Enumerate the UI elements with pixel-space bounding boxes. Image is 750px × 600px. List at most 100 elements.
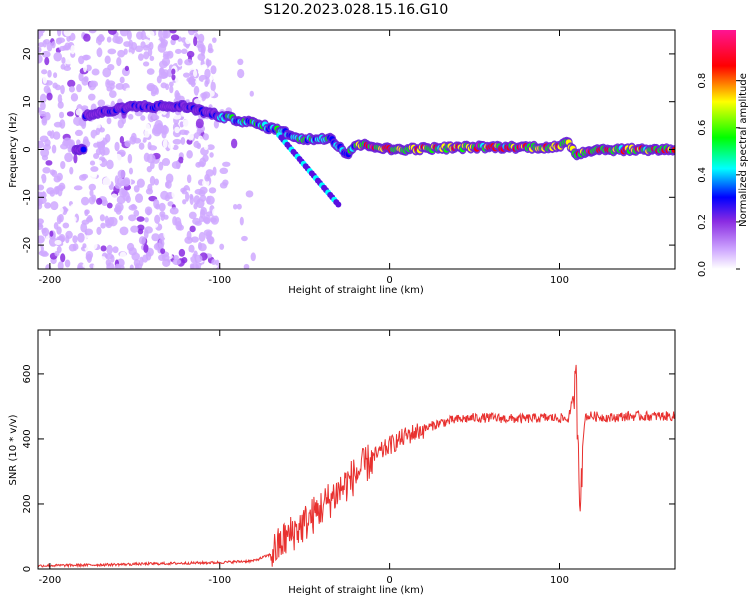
spectrogram-cell	[64, 259, 71, 268]
spectrogram-cell	[149, 175, 156, 186]
spectrogram-cell	[172, 113, 182, 120]
spectrogram-cell	[70, 93, 79, 102]
spectrogram-cell	[144, 217, 149, 223]
spectrogram-cell	[146, 153, 156, 164]
spectrogram-cell	[83, 33, 91, 42]
colorbar-ticks: 0.0 0.2 0.4 0.6 0.8	[697, 73, 740, 277]
spectrogram-cell	[108, 216, 118, 227]
spectrogram-cell	[44, 202, 52, 209]
spectrogram-cell	[63, 65, 72, 71]
spectrogram-cell	[62, 140, 70, 147]
colorbar-tick-label: 0.2	[697, 214, 708, 230]
y-tick-label: -10	[22, 189, 33, 205]
spectrogram-cell	[63, 30, 72, 37]
spectrogram-cell	[94, 159, 103, 165]
spectrogram-cell	[96, 35, 105, 43]
spectrogram-cell	[114, 175, 120, 185]
spectrogram-cell	[219, 167, 229, 175]
spectrogram-cell	[87, 93, 96, 101]
spectrogram-cell	[38, 191, 44, 198]
spectrogram-cell	[121, 116, 127, 125]
spectrogram-cell	[99, 214, 105, 222]
spectrogram-cell	[168, 81, 174, 87]
spectrogram-cell	[200, 206, 207, 216]
spectrogram-cell	[153, 198, 160, 209]
spectrogram-cell	[53, 222, 59, 230]
spectrogram-cell	[40, 173, 47, 184]
spectrogram-cell	[128, 214, 137, 222]
spectrogram-cell	[40, 30, 45, 34]
snr-series-line	[38, 364, 675, 569]
spectrogram-cell	[174, 126, 180, 134]
spectrogram-cell	[81, 77, 89, 86]
x-tick-label: 100	[550, 275, 569, 286]
spectrogram-cell	[187, 132, 194, 141]
spectrogram-cell	[87, 214, 93, 222]
spectrogram-cell	[198, 231, 206, 242]
spectrogram-x-label: Height of straight line (km)	[288, 285, 424, 296]
spectrogram-cell	[236, 203, 242, 210]
spectrogram-cell	[117, 169, 126, 179]
y-tick-label: 0	[22, 146, 33, 152]
spectrogram-cell	[64, 58, 73, 65]
spectrogram-cell	[97, 143, 105, 150]
spectrogram-cell	[148, 145, 158, 151]
spectrogram-cell	[100, 245, 107, 252]
spectrogram-cell	[167, 140, 175, 150]
spectrogram-cell	[199, 194, 207, 202]
spectrogram-cell	[38, 261, 42, 268]
spectrogram-cell	[230, 138, 238, 149]
spectrogram-cell	[72, 235, 78, 244]
spectrogram-cell	[68, 176, 75, 182]
spectrogram-cell	[87, 48, 92, 55]
spectrogram-cell	[50, 201, 59, 211]
spectrogram-cell	[104, 215, 109, 224]
spectrogram-cell	[202, 133, 209, 141]
spectrogram-cell	[110, 193, 118, 201]
spectrogram-cell	[115, 202, 124, 212]
spectrogram-cell	[146, 68, 155, 75]
spectrogram-cell	[68, 243, 77, 252]
spectrogram-cell	[180, 136, 186, 145]
spectrogram-cell	[134, 45, 144, 53]
spectrogram-cell	[73, 39, 82, 46]
spectrogram-cell	[38, 176, 42, 185]
spectrogram-cell	[118, 215, 124, 221]
spectrogram-cell	[150, 90, 157, 97]
spectrogram-cell	[174, 48, 182, 55]
spectrogram-cell	[119, 76, 125, 84]
spectrogram-cell	[197, 168, 204, 176]
spectrogram-cell	[102, 176, 112, 187]
y-tick-label: -20	[22, 237, 33, 253]
spectrogram-cell	[69, 166, 74, 175]
spectrogram-cell	[64, 42, 71, 51]
spectrogram-cell	[92, 42, 99, 50]
spectrogram-cell	[124, 140, 131, 148]
spectrogram-cell	[44, 56, 50, 66]
spectrogram-cell	[167, 201, 174, 207]
spectrogram-cell	[107, 48, 117, 55]
spectrogram-cell	[115, 36, 124, 45]
x-tick-label: -100	[208, 275, 231, 286]
spectrogram-cell	[53, 72, 58, 79]
spectrogram-cell	[151, 233, 160, 242]
spectrogram-cell	[39, 101, 46, 111]
spectrogram-cell	[79, 174, 87, 181]
y-tick-label: 600	[22, 364, 33, 383]
spectrogram-cell	[193, 69, 198, 78]
spectrogram-cell	[194, 254, 203, 263]
spectrogram-cell	[169, 207, 179, 215]
spectrogram-cell	[137, 224, 145, 231]
spectrogram-y-label: Frequency (Hz)	[8, 112, 19, 188]
spectrogram-cell	[157, 42, 167, 53]
spectrogram-cell	[171, 161, 181, 169]
spectrogram-cell	[82, 62, 87, 73]
spectrogram-cell	[189, 193, 194, 200]
spectrogram-cell	[165, 83, 170, 91]
spectrogram-cell	[138, 142, 145, 150]
spectrogram-cell	[94, 134, 104, 142]
spectrogram-cell	[42, 166, 51, 174]
y-tick-label: 0	[22, 566, 33, 572]
spectrogram-cell	[88, 183, 96, 191]
spectrogram-cell	[84, 228, 94, 236]
